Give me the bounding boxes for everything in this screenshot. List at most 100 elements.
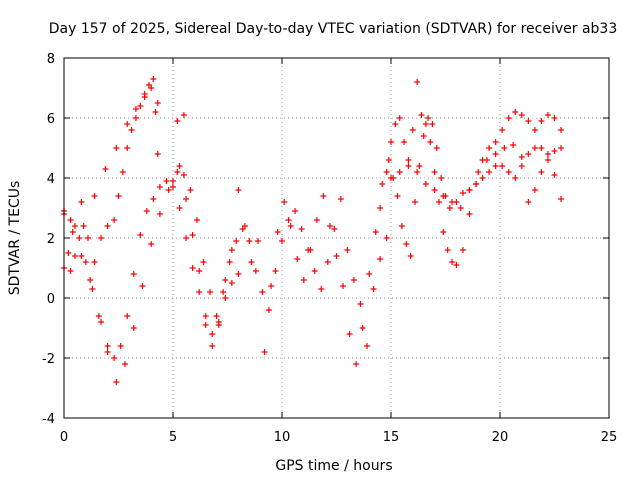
data-point [398, 223, 405, 229]
data-point [405, 163, 412, 169]
data-point [473, 181, 480, 187]
data-point [427, 139, 434, 145]
data-point [272, 268, 279, 274]
data-point [525, 199, 532, 205]
data-point [401, 139, 408, 145]
data-point [510, 142, 517, 148]
data-point [298, 226, 305, 232]
data-point [111, 217, 118, 223]
data-point [268, 283, 275, 289]
data-point [82, 259, 89, 265]
data-point [287, 223, 294, 229]
data-point [279, 238, 285, 244]
data-point [558, 145, 565, 151]
data-point [235, 271, 242, 277]
data-point [71, 253, 78, 259]
data-point [141, 94, 148, 100]
data-point [499, 127, 506, 133]
data-point [518, 163, 525, 169]
data-point [196, 289, 203, 295]
grid-lines [64, 58, 609, 418]
data-point [104, 349, 111, 355]
data-point [346, 331, 353, 337]
data-point [65, 250, 72, 256]
data-point [388, 139, 394, 145]
x-tick-label: 0 [60, 430, 68, 445]
data-point [150, 196, 157, 202]
data-point [486, 169, 493, 175]
series-track-e [174, 112, 390, 349]
data-point [416, 163, 423, 169]
data-point [449, 259, 456, 265]
data-point [409, 127, 416, 133]
data-point [475, 169, 482, 175]
y-tick-label: 4 [47, 172, 55, 187]
data-point [501, 145, 508, 151]
data-point [78, 253, 85, 259]
data-point [459, 190, 466, 196]
data-point [551, 172, 558, 178]
data-point [196, 268, 203, 274]
data-point [525, 151, 532, 157]
data-point [261, 349, 268, 355]
data-point [152, 109, 159, 115]
data-point [180, 172, 187, 178]
data-point [252, 268, 259, 274]
chart-title: Day 157 of 2025, Sidereal Day-to-day VTE… [49, 21, 618, 37]
data-point [418, 112, 425, 118]
data-point [235, 187, 242, 193]
data-point [366, 271, 373, 277]
data-point [285, 217, 292, 223]
data-point [202, 313, 209, 319]
data-point [213, 313, 220, 319]
data-point [403, 241, 410, 247]
data-point [102, 166, 109, 172]
data-point [119, 169, 126, 175]
x-tick-label: 20 [492, 430, 509, 445]
data-point [544, 157, 551, 163]
data-point [154, 100, 161, 106]
x-axis-label: GPS time / hours [275, 458, 392, 474]
data-point [104, 343, 111, 349]
series-track-a [61, 178, 242, 361]
y-axis-label: SDTVAR / TECUs [7, 181, 23, 296]
data-point [326, 223, 333, 229]
data-point [457, 205, 464, 211]
data-point [396, 115, 403, 121]
data-point [222, 295, 229, 301]
data-point [364, 343, 371, 349]
data-point [420, 133, 427, 139]
data-point [174, 169, 181, 175]
data-point [300, 277, 307, 283]
data-point [76, 235, 83, 241]
data-point [385, 157, 392, 163]
data-point [117, 343, 124, 349]
x-tick-label: 15 [383, 430, 400, 445]
y-tick-label: -4 [42, 412, 55, 427]
data-point [538, 145, 545, 151]
data-point [392, 121, 399, 127]
data-point [67, 268, 74, 274]
data-point [176, 205, 183, 211]
data-point [98, 235, 105, 241]
data-point [193, 217, 200, 223]
data-point [189, 232, 196, 238]
data-point [139, 283, 146, 289]
data-point [499, 163, 506, 169]
data-point [383, 235, 390, 241]
data-point [512, 175, 519, 181]
data-point [222, 277, 229, 283]
data-point [95, 313, 102, 319]
series-track-c [61, 169, 187, 385]
data-point [137, 232, 144, 238]
data-point [453, 262, 460, 268]
data-point [274, 229, 281, 235]
data-point [357, 301, 364, 307]
series-track-f [170, 163, 379, 367]
data-point [98, 319, 105, 325]
data-point [174, 118, 181, 124]
data-point [294, 256, 301, 262]
data-point [538, 118, 545, 124]
data-point [226, 259, 233, 265]
